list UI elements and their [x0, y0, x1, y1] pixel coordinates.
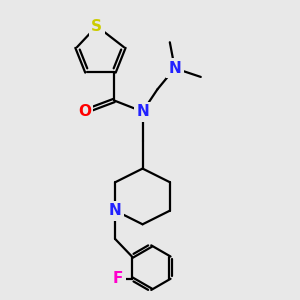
Text: F: F: [113, 271, 124, 286]
Text: N: N: [168, 61, 181, 76]
Text: N: N: [109, 203, 122, 218]
Text: S: S: [91, 19, 102, 34]
Text: N: N: [136, 104, 149, 119]
Text: O: O: [78, 104, 91, 119]
